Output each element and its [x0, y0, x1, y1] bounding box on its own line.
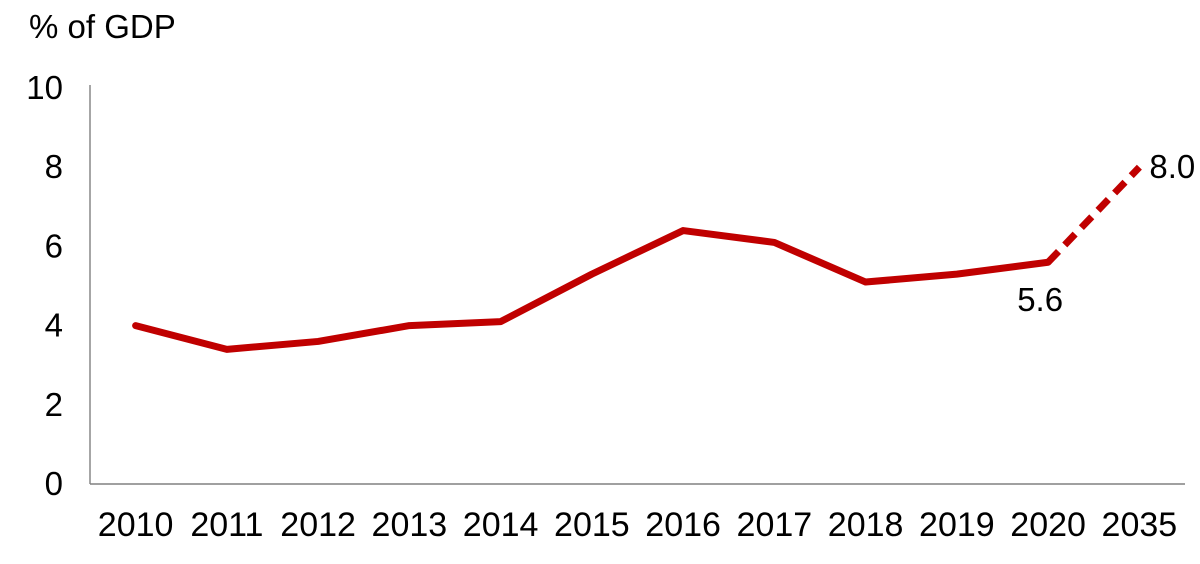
- x-tick-label: 2019: [919, 506, 995, 544]
- y-tick-label: 6: [45, 227, 63, 264]
- gdp-line-projection-dashed: [1045, 164, 1142, 265]
- y-tick-label: 2: [45, 386, 63, 423]
- x-tick-label: 2016: [645, 506, 721, 544]
- data-label: 8.0: [1149, 148, 1195, 185]
- x-tick-label: 2013: [372, 506, 448, 544]
- x-tick-label: 2018: [828, 506, 904, 544]
- y-tick-label: 0: [45, 465, 63, 502]
- x-tick-label: 2015: [554, 506, 630, 544]
- x-tick-label: 2017: [737, 506, 813, 544]
- x-tick-label: 2012: [280, 506, 356, 544]
- gdp-line-solid: [132, 227, 1052, 353]
- x-tick-label: 2014: [463, 506, 539, 544]
- chart-title: % of GDP: [29, 8, 176, 45]
- y-tick-label: 4: [45, 307, 63, 344]
- x-tick-label: 2010: [98, 506, 174, 544]
- x-tick-label: 2035: [1102, 506, 1178, 544]
- x-tick-label: 2011: [190, 506, 263, 544]
- data-label: 5.6: [1017, 281, 1063, 318]
- y-tick-label: 10: [26, 69, 63, 106]
- x-tick-label: 2020: [1010, 506, 1086, 544]
- y-tick-label: 8: [45, 148, 63, 185]
